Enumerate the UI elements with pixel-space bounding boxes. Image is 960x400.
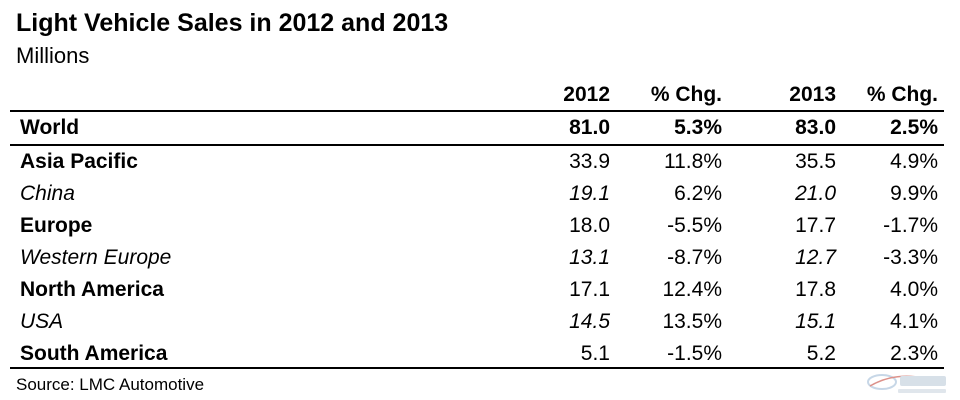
table-row: North America 17.1 12.4% 17.8 4.0% xyxy=(10,274,944,306)
change-2012: -1.5% xyxy=(667,342,722,365)
value-2013: 83.0 xyxy=(795,116,836,139)
table-row: World 81.0 5.3% 83.0 2.5% xyxy=(10,112,944,146)
value-2012: 17.1 xyxy=(569,278,610,301)
region-label: Western Europe xyxy=(20,246,172,269)
value-2013: 17.8 xyxy=(795,278,836,301)
region-label: Europe xyxy=(20,214,93,237)
table-row: South America 5.1 -1.5% 5.2 2.3% xyxy=(10,338,944,370)
value-2012: 81.0 xyxy=(569,116,610,139)
value-2013: 15.1 xyxy=(795,310,836,333)
change-2013: 4.0% xyxy=(890,278,938,301)
change-2013: 2.3% xyxy=(890,342,938,365)
gasgoo-watermark-logo xyxy=(867,374,946,393)
value-2012: 33.9 xyxy=(569,150,610,173)
change-2012: -5.5% xyxy=(667,214,722,237)
value-2013: 12.7 xyxy=(795,246,836,269)
value-2012: 19.1 xyxy=(569,182,610,205)
region-label: USA xyxy=(20,310,64,333)
change-2013: 4.9% xyxy=(890,150,938,173)
change-2013: -3.3% xyxy=(883,246,938,269)
header-chg-2013: % Chg. xyxy=(866,83,938,106)
change-2012: 11.8% xyxy=(664,150,722,173)
change-2012: 13.5% xyxy=(662,310,722,333)
table-row: Western Europe 13.1 -8.7% 12.7 -3.3% xyxy=(10,242,944,274)
change-2013: 9.9% xyxy=(890,182,938,205)
table-row: USA 14.5 13.5% 15.1 4.1% xyxy=(10,306,944,338)
sales-table: 2012 % Chg. 2013 % Chg. World 81.0 5.3% 83.… xyxy=(10,79,944,370)
value-2012: 13.1 xyxy=(569,246,610,269)
value-2012: 18.0 xyxy=(569,214,610,237)
region-label: South America xyxy=(20,342,168,365)
value-2013: 35.5 xyxy=(795,150,836,173)
value-2012: 14.5 xyxy=(569,310,610,333)
region-label: China xyxy=(20,182,75,205)
value-2013: 17.7 xyxy=(795,214,836,237)
header-chg-2012: % Chg. xyxy=(650,83,722,106)
region-label: Asia Pacific xyxy=(20,150,138,173)
header-2013: 2013 xyxy=(789,83,836,106)
table-row: China 19.1 6.2% 21.0 9.9% xyxy=(10,178,944,210)
value-2012: 5.1 xyxy=(580,342,610,365)
chart-title: Light Vehicle Sales in 2012 and 2013 xyxy=(16,9,449,37)
change-2013: -1.7% xyxy=(883,214,938,237)
table-body: World 81.0 5.3% 83.0 2.5% Asia Pacific 33.9 11.… xyxy=(10,112,944,370)
change-2012: 5.3% xyxy=(674,116,722,139)
change-2012: -8.7% xyxy=(667,246,722,269)
source-note: Source: LMC Automotive xyxy=(16,375,205,394)
header-2012: 2012 xyxy=(563,83,610,106)
region-label: World xyxy=(20,116,80,139)
chart-subtitle: Millions xyxy=(16,43,90,68)
change-2012: 12.4% xyxy=(662,278,722,301)
region-label: North America xyxy=(20,278,164,301)
change-2013: 4.1% xyxy=(890,310,938,333)
value-2013: 5.2 xyxy=(806,342,836,365)
table-header-row: 2012 % Chg. 2013 % Chg. xyxy=(10,79,944,112)
value-2013: 21.0 xyxy=(795,182,836,205)
bottom-rule xyxy=(10,367,944,369)
table-row: Europe 18.0 -5.5% 17.7 -1.7% xyxy=(10,210,944,242)
change-2013: 2.5% xyxy=(890,116,938,139)
change-2012: 6.2% xyxy=(674,182,722,205)
table-row: Asia Pacific 33.9 11.8% 35.5 4.9% xyxy=(10,146,944,178)
